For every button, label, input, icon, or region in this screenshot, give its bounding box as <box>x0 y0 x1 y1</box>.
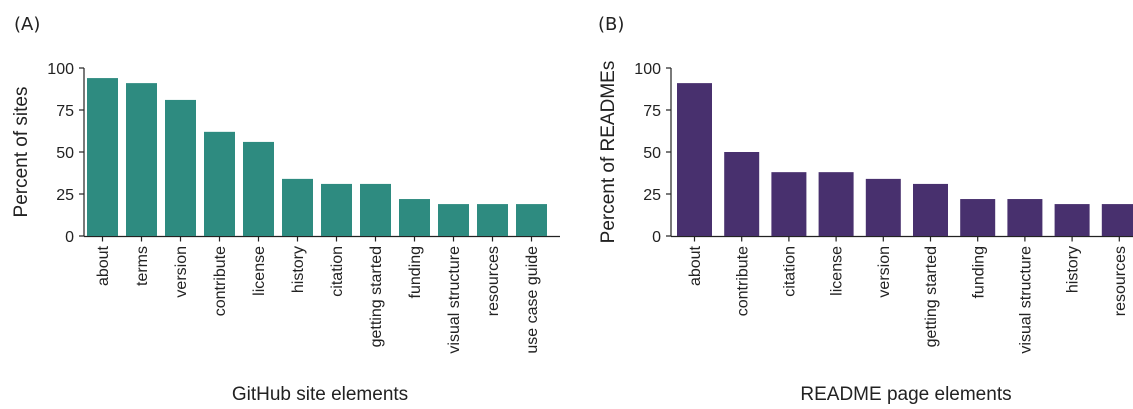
panel-label: (B) <box>598 14 624 35</box>
chart-panel-a: (A) 0 25 50 75 100 about terms version contribute… <box>11 14 560 405</box>
bar <box>282 178 313 236</box>
x-tick-label: license <box>251 246 268 296</box>
x-tick-label: version <box>173 246 190 298</box>
bar <box>913 183 948 236</box>
bar <box>204 131 235 236</box>
y-tick-label: 50 <box>56 145 74 162</box>
x-tick-label: about <box>95 245 112 286</box>
bar <box>677 83 712 237</box>
x-tick-label: funding <box>970 246 987 299</box>
x-tick-label: visual structure <box>1018 246 1035 354</box>
bar <box>87 78 118 236</box>
y-tick-label: 75 <box>643 103 661 120</box>
y-tick-label: 75 <box>56 103 74 120</box>
x-tick-label: version <box>876 246 893 298</box>
bar <box>1054 204 1090 236</box>
bar <box>360 183 391 236</box>
x-axis-title: README page elements <box>800 384 1011 404</box>
chart-panel-b: (B) 0 25 50 75 100 about contribute citation lice… <box>598 14 1133 405</box>
x-tick-label: license <box>829 246 846 296</box>
x-axis-title: GitHub site elements <box>232 384 408 404</box>
bar <box>865 178 901 236</box>
x-tick-label: funding <box>407 246 424 299</box>
bar <box>126 83 157 237</box>
bar <box>399 199 430 236</box>
bar <box>1101 204 1133 236</box>
y-tick-label: 0 <box>65 229 74 246</box>
y-axis-title: Percent of sites <box>11 87 32 218</box>
x-tick-label: citation <box>782 246 799 297</box>
y-tick-label: 25 <box>643 187 661 204</box>
y-tick-label: 100 <box>634 61 661 78</box>
y-tick-label: 0 <box>652 229 661 246</box>
x-tick-label: about <box>687 245 704 286</box>
bar <box>477 204 508 236</box>
bar <box>438 204 469 236</box>
x-tick-label: history <box>1065 246 1082 293</box>
x-tick-label: getting started <box>368 246 385 347</box>
bar <box>165 99 196 236</box>
x-tick-label: contribute <box>734 246 751 316</box>
bar <box>1007 199 1043 236</box>
x-tick-label: citation <box>329 246 346 297</box>
bar <box>724 152 760 236</box>
panel-label: (A) <box>14 14 40 35</box>
bar <box>818 172 854 236</box>
x-tick-label: use case guide <box>524 246 541 354</box>
bar <box>960 199 996 236</box>
y-tick-label: 50 <box>643 145 661 162</box>
bar <box>771 172 807 236</box>
x-tick-label: history <box>290 246 307 293</box>
x-tick-label: visual structure <box>446 246 463 354</box>
x-tick-label: contribute <box>212 246 229 316</box>
x-tick-label: getting started <box>923 246 940 347</box>
bar <box>516 204 547 236</box>
y-tick-label: 25 <box>56 187 74 204</box>
x-tick-label: resources <box>485 246 502 316</box>
y-tick-label: 100 <box>47 61 74 78</box>
x-tick-label: terms <box>134 246 151 286</box>
bar <box>243 141 274 236</box>
x-tick-label: resources <box>1112 246 1129 316</box>
bar <box>321 183 352 236</box>
y-axis-title: Percent of READMEs <box>598 61 619 244</box>
